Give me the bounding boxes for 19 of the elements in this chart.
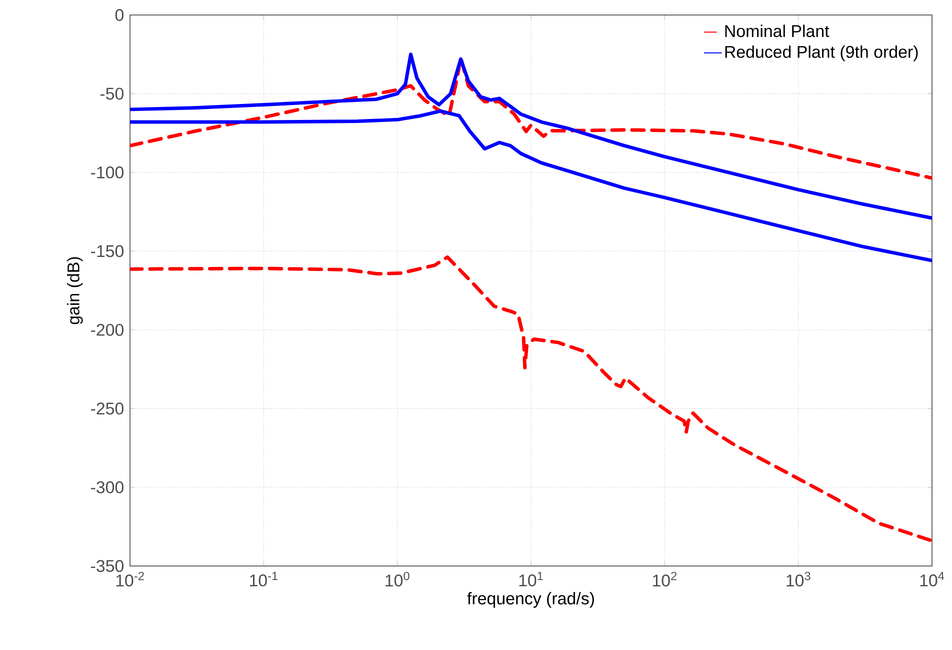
x-tick-label: 10$^{-1}$	[250, 572, 278, 586]
y-tick-label: -300	[91, 481, 124, 494]
x-tick-label: 10$^{3}$	[786, 572, 810, 587]
y-tick-label: 0	[115, 8, 124, 21]
y-tick-label: -100	[91, 166, 124, 178]
legend-label: Reduced Plant (9th order)	[725, 45, 918, 62]
x-tick-label: 10$^{2}$	[653, 572, 677, 587]
y-tick-label: -150	[91, 245, 124, 258]
y-tick-label: -200	[91, 324, 124, 336]
x-axis-title: frequency (rad/s)	[467, 592, 594, 608]
x-tick-label: 10$^{0}$	[386, 572, 410, 587]
x-tick-label: 10$^{-2}$	[116, 572, 144, 587]
x-tick-label: 10$^{1}$	[519, 572, 543, 586]
x-tick-label: 10$^{4}$	[920, 572, 944, 586]
y-tick-label: -250	[91, 402, 124, 415]
y-tick-label: -350	[91, 560, 124, 572]
legend-label: Nominal Plant	[725, 24, 830, 38]
y-tick-label: -50	[100, 88, 124, 100]
y-axis-title: gain (dB)	[66, 257, 83, 324]
